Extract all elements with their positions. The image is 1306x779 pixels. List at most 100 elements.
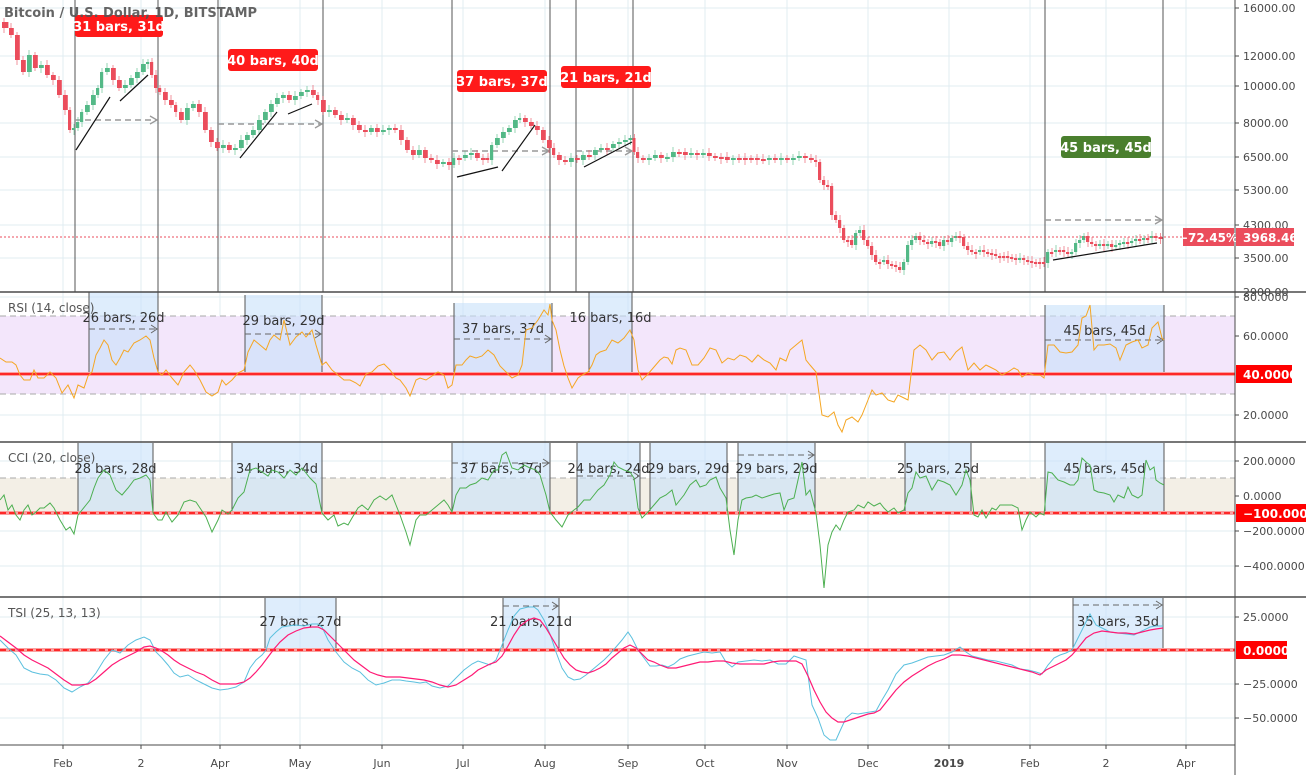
svg-text:21 bars, 21d: 21 bars, 21d <box>560 71 652 86</box>
svg-text:45 bars, 45d: 45 bars, 45d <box>1060 141 1152 156</box>
time-tick-label: Sep <box>618 757 639 770</box>
time-tick-label: 2 <box>1103 757 1110 770</box>
time-tick-label: Apr <box>1176 757 1196 770</box>
time-tick-label: 2019 <box>934 757 965 770</box>
svg-text:37 bars, 37d: 37 bars, 37d <box>456 75 548 90</box>
axis-tick-label: 6500.00 <box>1243 151 1289 164</box>
time-tick-label: May <box>289 757 312 770</box>
range-label: 28 bars, 28d <box>74 462 156 477</box>
time-tick-label: Nov <box>776 757 798 770</box>
bars-range-badge[interactable]: 31 bars, 31d <box>73 15 165 37</box>
axis-tick-label: −25.0000 <box>1243 678 1298 691</box>
trendline[interactable] <box>583 141 633 168</box>
trendline[interactable] <box>119 74 149 102</box>
percent-change-label <box>1183 228 1234 246</box>
range-label: 24 bars, 24d <box>567 462 649 477</box>
tsi-title: TSI (25, 13, 13) <box>7 606 101 620</box>
time-tick-label: Jul <box>455 757 469 770</box>
rsi-title: RSI (14, close) <box>8 301 94 315</box>
tsi-level-label <box>1236 641 1287 659</box>
axis-tick-label: 16000.00 <box>1243 2 1296 15</box>
svg-text:0.0000: 0.0000 <box>1243 644 1289 658</box>
rsi-line <box>0 303 1165 434</box>
range-label: 16 bars, 16d <box>569 311 651 326</box>
cci-title: CCI (20, close) <box>8 451 95 465</box>
tsi-line <box>0 606 1163 741</box>
range-label: 21 bars, 21d <box>490 615 572 630</box>
cci-level-label <box>1236 504 1306 522</box>
time-tick-label: 2 <box>138 757 145 770</box>
svg-text:−72.45%: −72.45% <box>1178 231 1238 245</box>
time-tick-label: Jun <box>372 757 390 770</box>
range-label: 37 bars, 37d <box>460 462 542 477</box>
axis-tick-label: 10000.00 <box>1243 80 1296 93</box>
cci-line <box>0 451 1165 589</box>
range-label: 45 bars, 45d <box>1063 462 1145 477</box>
bars-range-badge[interactable]: 21 bars, 21d <box>560 66 652 88</box>
range-label: 25 bars, 25d <box>897 462 979 477</box>
time-tick-label: Aug <box>534 757 555 770</box>
axis-tick-label: 60.0000 <box>1243 330 1289 343</box>
trendline[interactable] <box>1052 242 1158 261</box>
axis-tick-label: 8000.00 <box>1243 117 1289 130</box>
range-label: 35 bars, 35d <box>1077 615 1159 630</box>
time-tick-label: Feb <box>53 757 72 770</box>
trendline[interactable] <box>239 111 278 159</box>
range-label: 27 bars, 27d <box>259 615 341 630</box>
bars-range-badge[interactable]: 45 bars, 45d <box>1060 136 1152 158</box>
date-range-box[interactable] <box>589 292 632 374</box>
range-label: 29 bars, 29d <box>647 462 729 477</box>
axis-tick-label: 200.0000 <box>1243 455 1296 468</box>
range-label: 37 bars, 37d <box>462 322 544 337</box>
axis-tick-label: 0.0000 <box>1243 490 1282 503</box>
rsi-level-label <box>1236 365 1292 383</box>
time-tick-label: Dec <box>857 757 878 770</box>
time-axis[interactable]: Feb 2 Apr May Jun Jul Aug Sep Oct Nov Dec 2019 Feb 2 A… <box>53 745 1196 770</box>
date-range-box[interactable] <box>905 443 971 513</box>
axis-tick-label: 20.0000 <box>1243 409 1289 422</box>
bars-range-badge[interactable]: 37 bars, 37d <box>456 70 548 92</box>
date-range-box[interactable] <box>1045 443 1164 513</box>
axis-tick-label: 25.0000 <box>1243 611 1289 624</box>
trendline[interactable] <box>75 96 111 151</box>
date-range-box[interactable] <box>452 443 550 513</box>
svg-text:31 bars, 31d: 31 bars, 31d <box>73 20 165 35</box>
date-range-box[interactable] <box>1045 305 1164 374</box>
candlesticks <box>2 18 1163 275</box>
time-tick-label: Apr <box>210 757 230 770</box>
date-range-box[interactable] <box>265 598 336 650</box>
axis-tick-label: 12000.00 <box>1243 50 1296 63</box>
time-tick-label: Feb <box>1020 757 1039 770</box>
axis-tick-label: 2900.00 <box>1243 286 1289 299</box>
range-label: 29 bars, 29d <box>735 462 817 477</box>
axis-tick-label: 80.0000 <box>1243 291 1289 304</box>
price-pane[interactable]: 31 bars, 31d 40 bars, 40d 37 bars, 37d 21 b… <box>0 0 1235 292</box>
svg-text:40 bars, 40d: 40 bars, 40d <box>227 54 319 69</box>
svg-text:3968.46: 3968.46 <box>1243 231 1298 245</box>
trendline[interactable] <box>501 124 536 172</box>
date-range-box[interactable] <box>1073 598 1163 650</box>
date-range-box[interactable] <box>232 443 322 513</box>
axis-tick-label: 3500.00 <box>1243 252 1289 265</box>
date-range-box[interactable] <box>89 292 158 374</box>
axis-tick-label: −50.0000 <box>1243 712 1298 725</box>
svg-text:40.0000: 40.0000 <box>1243 368 1298 382</box>
range-label: 45 bars, 45d <box>1063 324 1145 339</box>
axis-tick-label: 5300.00 <box>1243 184 1289 197</box>
time-tick-label: Oct <box>695 757 715 770</box>
tsi-date-ranges[interactable]: 27 bars, 27d 21 bars, 21d 35 bars, 35d <box>259 598 1164 650</box>
tsi-signal-line <box>0 617 1164 723</box>
axis-tick-label: −200.0000 <box>1243 525 1305 538</box>
trendline[interactable] <box>456 166 499 178</box>
range-label: 26 bars, 26d <box>82 311 164 326</box>
current-price-label <box>1236 228 1294 246</box>
svg-text:−100.0000: −100.0000 <box>1243 507 1306 521</box>
trendline[interactable] <box>287 103 313 115</box>
axis-tick-label: −400.0000 <box>1243 560 1305 573</box>
date-range-box[interactable] <box>650 443 727 513</box>
bars-range-badge[interactable]: 40 bars, 40d <box>227 49 319 71</box>
